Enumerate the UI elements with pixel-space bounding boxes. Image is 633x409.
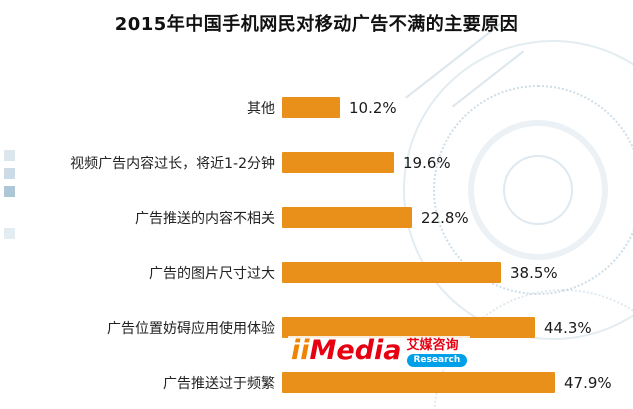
value-label: 10.2%: [349, 98, 397, 117]
bar: [282, 317, 535, 338]
bar: [282, 262, 501, 283]
category-label: 广告推送的内容不相关: [135, 210, 275, 227]
bar-row: 其他 10.2%: [0, 80, 633, 135]
bar-row: 视频广告内容过长，将近1-2分钟 19.6%: [0, 135, 633, 190]
value-label: 38.5%: [510, 263, 558, 282]
bar: [282, 152, 394, 173]
bar-row: 广告位置妨碍应用使用体验 44.3%: [0, 300, 633, 355]
value-label: 19.6%: [403, 153, 451, 172]
logo-tagline-stack: 艾媒咨询 Research: [406, 337, 468, 367]
bar-row: 广告推送的内容不相关 22.8%: [0, 190, 633, 245]
bar: [282, 372, 555, 393]
bar: [282, 97, 340, 118]
logo-ii-mark: ii: [291, 335, 310, 366]
chart-title: 2015年中国手机网民对移动广告不满的主要原因: [114, 14, 519, 35]
value-label: 47.9%: [564, 373, 612, 392]
bar-row: 广告的图片尺寸过大 38.5%: [0, 245, 633, 300]
logo-media-text: Media: [309, 335, 402, 366]
category-label: 视频广告内容过长，将近1-2分钟: [70, 155, 275, 172]
value-label: 22.8%: [421, 208, 469, 227]
value-label: 44.3%: [544, 318, 592, 337]
bar: [282, 207, 412, 228]
logo-tagline-chinese: 艾媒咨询: [406, 338, 459, 353]
imedia-logo: ii Media 艾媒咨询 Research: [288, 335, 471, 368]
category-label: 其他: [247, 100, 275, 117]
category-label: 广告位置妨碍应用使用体验: [107, 320, 275, 337]
logo-tagline-english: Research: [406, 354, 468, 367]
category-label: 广告的图片尺寸过大: [149, 265, 275, 282]
category-label: 广告推送过于频繁: [163, 375, 275, 392]
bar-row: 广告推送过于频繁 47.9%: [0, 355, 633, 409]
chart-rows: 其他 10.2% 视频广告内容过长，将近1-2分钟 19.6% 广告推送的内容不…: [0, 80, 633, 409]
